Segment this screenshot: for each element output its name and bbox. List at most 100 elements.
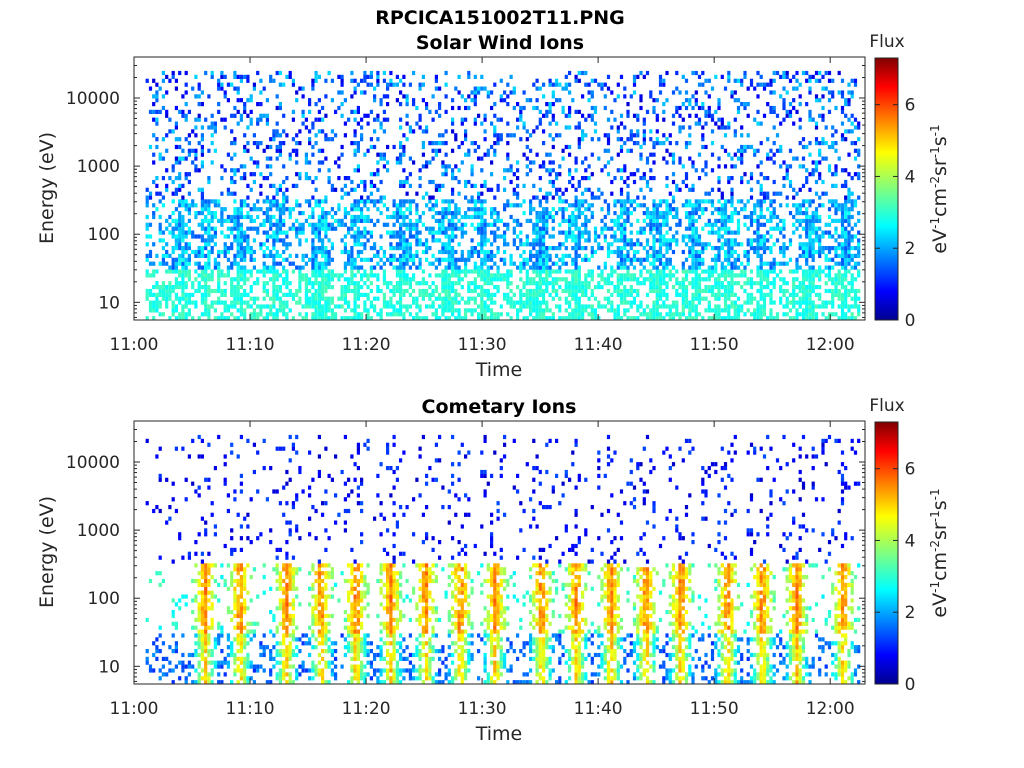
heatmap-cell bbox=[759, 238, 763, 243]
heatmap-cell bbox=[662, 222, 666, 227]
heatmap-cell bbox=[324, 211, 328, 216]
heatmap-cell bbox=[243, 74, 247, 79]
heatmap-cell bbox=[360, 277, 364, 282]
heatmap-cell bbox=[356, 281, 360, 286]
heatmap-cell bbox=[171, 249, 175, 255]
heatmap-cell bbox=[460, 285, 464, 290]
heatmap-cell bbox=[405, 253, 409, 258]
heatmap-cell bbox=[288, 308, 292, 313]
heatmap-cell bbox=[317, 246, 321, 251]
heatmap-cell bbox=[184, 113, 188, 118]
heatmap-cell bbox=[759, 277, 763, 282]
heatmap-cell bbox=[262, 265, 266, 270]
heatmap-cell bbox=[207, 273, 211, 278]
heatmap-cell bbox=[200, 234, 204, 239]
heatmap-cell bbox=[688, 187, 692, 192]
heatmap-cell bbox=[327, 281, 331, 286]
heatmap-cell bbox=[678, 129, 682, 134]
heatmap-cell bbox=[438, 230, 442, 235]
heatmap-cell bbox=[187, 257, 191, 262]
heatmap-cell bbox=[451, 191, 455, 196]
heatmap-cell bbox=[626, 195, 630, 200]
heatmap-cell bbox=[548, 292, 552, 297]
heatmap-cell bbox=[749, 246, 754, 251]
heatmap-cell bbox=[519, 230, 523, 235]
heatmap-cell bbox=[490, 230, 494, 235]
heatmap-cell bbox=[707, 230, 711, 235]
heatmap-cell bbox=[701, 288, 705, 294]
heatmap-cell bbox=[230, 304, 234, 309]
heatmap-cell bbox=[451, 211, 455, 216]
heatmap-cell bbox=[174, 156, 178, 161]
heatmap-cell bbox=[165, 261, 169, 266]
heatmap-cell bbox=[243, 246, 247, 251]
heatmap-cell bbox=[207, 285, 211, 290]
heatmap-cell bbox=[697, 238, 702, 243]
heatmap-cell bbox=[392, 144, 396, 150]
heatmap-cell bbox=[616, 288, 620, 294]
heatmap-cell bbox=[317, 74, 321, 79]
heatmap-cell bbox=[363, 113, 367, 118]
heatmap-cell bbox=[759, 207, 763, 212]
heatmap-cell bbox=[727, 179, 731, 185]
heatmap-cell bbox=[295, 98, 299, 103]
heatmap-cell bbox=[642, 218, 646, 223]
heatmap-cell bbox=[762, 191, 767, 196]
heatmap-cell bbox=[684, 211, 689, 216]
heatmap-cell bbox=[295, 183, 299, 188]
heatmap-cell bbox=[545, 308, 549, 313]
heatmap-cell bbox=[694, 253, 698, 258]
heatmap-cell bbox=[288, 281, 292, 286]
heatmap-cell bbox=[525, 144, 529, 150]
heatmap-cell bbox=[746, 144, 750, 150]
heatmap-cell bbox=[483, 129, 487, 134]
heatmap-cell bbox=[470, 249, 474, 255]
heatmap-cell bbox=[727, 292, 731, 297]
heatmap-cell bbox=[464, 261, 468, 266]
heatmap-cell bbox=[548, 168, 552, 173]
heatmap-cell bbox=[772, 257, 776, 262]
heatmap-cell bbox=[762, 277, 767, 282]
heatmap-cell bbox=[623, 273, 627, 278]
heatmap-cell bbox=[753, 203, 757, 208]
heatmap-cell bbox=[399, 125, 403, 130]
heatmap-cell bbox=[246, 300, 250, 305]
heatmap-cell bbox=[671, 179, 676, 185]
heatmap-cell bbox=[470, 288, 474, 294]
heatmap-cell bbox=[652, 222, 656, 227]
heatmap-cell bbox=[308, 277, 312, 282]
heatmap-cell bbox=[805, 249, 809, 255]
heatmap-cell bbox=[457, 105, 461, 111]
heatmap-cell bbox=[720, 308, 724, 313]
heatmap-cell bbox=[454, 257, 458, 262]
heatmap-cell bbox=[314, 288, 318, 294]
heatmap-cell bbox=[632, 296, 637, 301]
heatmap-cell bbox=[574, 308, 578, 313]
heatmap-cell bbox=[389, 261, 393, 266]
heatmap-cell bbox=[269, 249, 273, 255]
heatmap-cell bbox=[259, 113, 263, 118]
heatmap-cell bbox=[347, 316, 351, 321]
heatmap-cell bbox=[425, 304, 429, 309]
heatmap-cell bbox=[213, 214, 217, 220]
heatmap-cell bbox=[252, 300, 256, 305]
heatmap-cell bbox=[623, 296, 627, 301]
heatmap-cell bbox=[477, 144, 481, 150]
heatmap-cell bbox=[493, 292, 497, 297]
heatmap-cell bbox=[503, 257, 507, 262]
heatmap-cell bbox=[376, 218, 380, 223]
heatmap-cell bbox=[532, 222, 536, 227]
heatmap-cell bbox=[444, 199, 448, 204]
heatmap-cell bbox=[415, 304, 419, 309]
heatmap-cell bbox=[772, 269, 776, 274]
heatmap-cell bbox=[483, 238, 487, 243]
heatmap-cell bbox=[535, 125, 539, 130]
heatmap-cell bbox=[291, 292, 295, 297]
heatmap-cell bbox=[710, 141, 715, 146]
heatmap-cell bbox=[223, 292, 227, 297]
heatmap-cell bbox=[295, 226, 299, 231]
heatmap-cell bbox=[236, 242, 240, 247]
heatmap-cell bbox=[545, 265, 549, 270]
heatmap-cell bbox=[759, 312, 763, 317]
